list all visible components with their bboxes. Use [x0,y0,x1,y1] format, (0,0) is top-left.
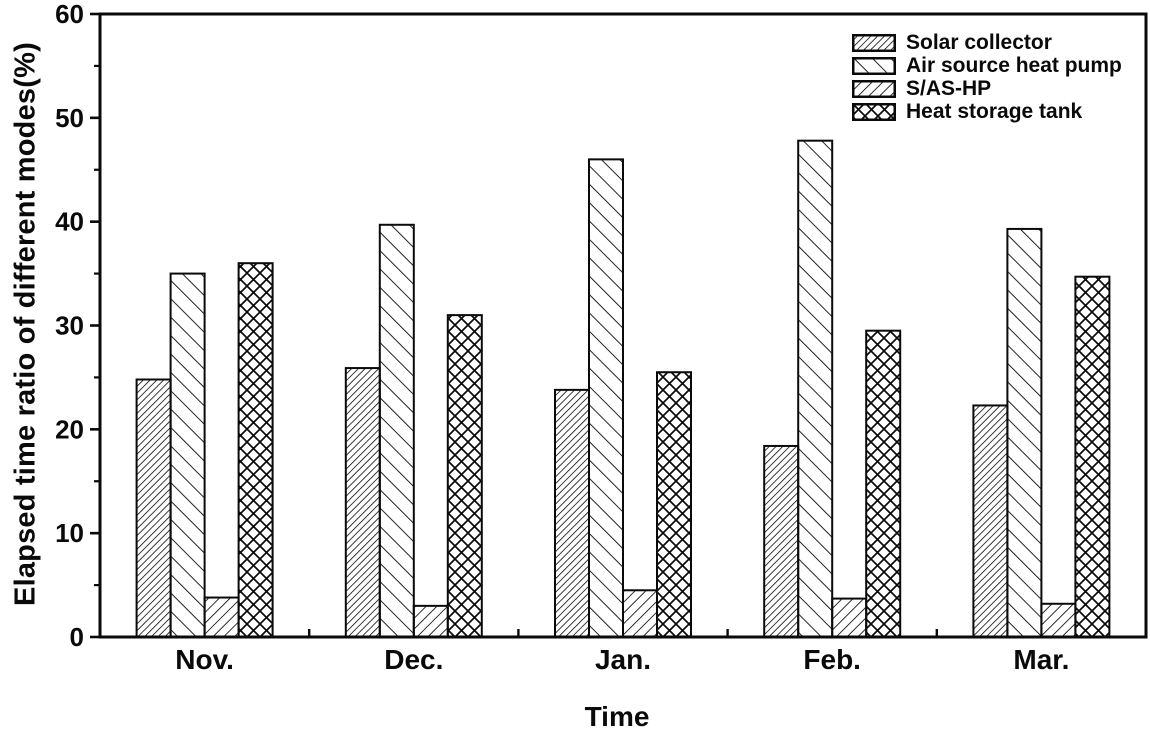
bar-heat-storage-tank-mar [1074,275,1111,638]
y-tick-label: 0 [70,622,84,652]
bar-s-as-hp-mar [1040,602,1077,638]
bar-heat-storage-tank-dec [446,314,483,638]
bar-solar-collector-feb [763,444,800,638]
bar-air-source-heat-pump-feb [797,139,834,638]
legend-label-air-source-heat-pump: Air source heat pump [906,54,1122,77]
x-axis: Nov. Dec. Jan. Feb. Mar. [175,629,1069,675]
bar-s-as-hp-jan [622,589,658,639]
x-tick-label-nov: Nov. [175,644,234,675]
legend-label-solar-collector: Solar collector [906,31,1052,54]
bar-solar-collector-jan [554,388,590,639]
legend-swatch-medium-forward-hatch-icon [852,79,896,98]
bar-heat-storage-tank-nov [237,262,274,638]
bar-air-source-heat-pump-mar [1006,227,1043,638]
bar-air-source-heat-pump-jan [588,158,624,638]
legend-label-s-as-hp: S/AS-HP [906,77,992,100]
legend-item-s-as-hp: S/AS-HP [852,77,1122,100]
y-tick-label: 40 [55,207,84,237]
bar-solar-collector-mar [972,404,1009,638]
bar-solar-collector-dec [344,367,381,638]
bar-heat-storage-tank-jan [656,371,692,638]
y-tick-label: 60 [55,0,84,29]
bars-group [135,139,1111,639]
legend: Solar collector Air source heat pump S/A… [852,31,1122,123]
bar-heat-storage-tank-feb [865,329,902,638]
x-tick-label-feb: Feb. [803,644,861,675]
x-tick-label-jan: Jan. [595,644,651,675]
bar-s-as-hp-feb [831,597,868,638]
bar-solar-collector-nov [135,378,172,638]
legend-swatch-dense-forward-hatch-icon [852,33,896,52]
legend-item-solar-collector: Solar collector [852,31,1122,54]
bar-air-source-heat-pump-dec [378,223,415,638]
legend-swatch-crosshatch-icon [852,102,896,121]
y-tick-label: 30 [55,311,84,341]
x-axis-title: Time [584,701,650,732]
x-tick-label-mar: Mar. [1013,644,1069,675]
x-tick-label-dec: Dec. [384,644,443,675]
bar-s-as-hp-dec [412,604,449,638]
legend-item-air-source-heat-pump: Air source heat pump [852,54,1122,77]
y-axis: 0 10 20 30 40 50 60 [55,0,100,652]
y-tick-label: 10 [55,518,84,548]
y-tick-label: 20 [55,414,84,444]
legend-item-heat-storage-tank: Heat storage tank [852,100,1122,123]
y-axis-title: Elapsed time ratio of different modes(%) [9,42,42,606]
bar-air-source-heat-pump-nov [169,272,206,638]
legend-label-heat-storage-tank: Heat storage tank [906,100,1083,123]
legend-swatch-sparse-back-hatch-icon [852,56,896,75]
y-tick-label: 50 [55,103,84,133]
bar-s-as-hp-nov [203,596,240,638]
